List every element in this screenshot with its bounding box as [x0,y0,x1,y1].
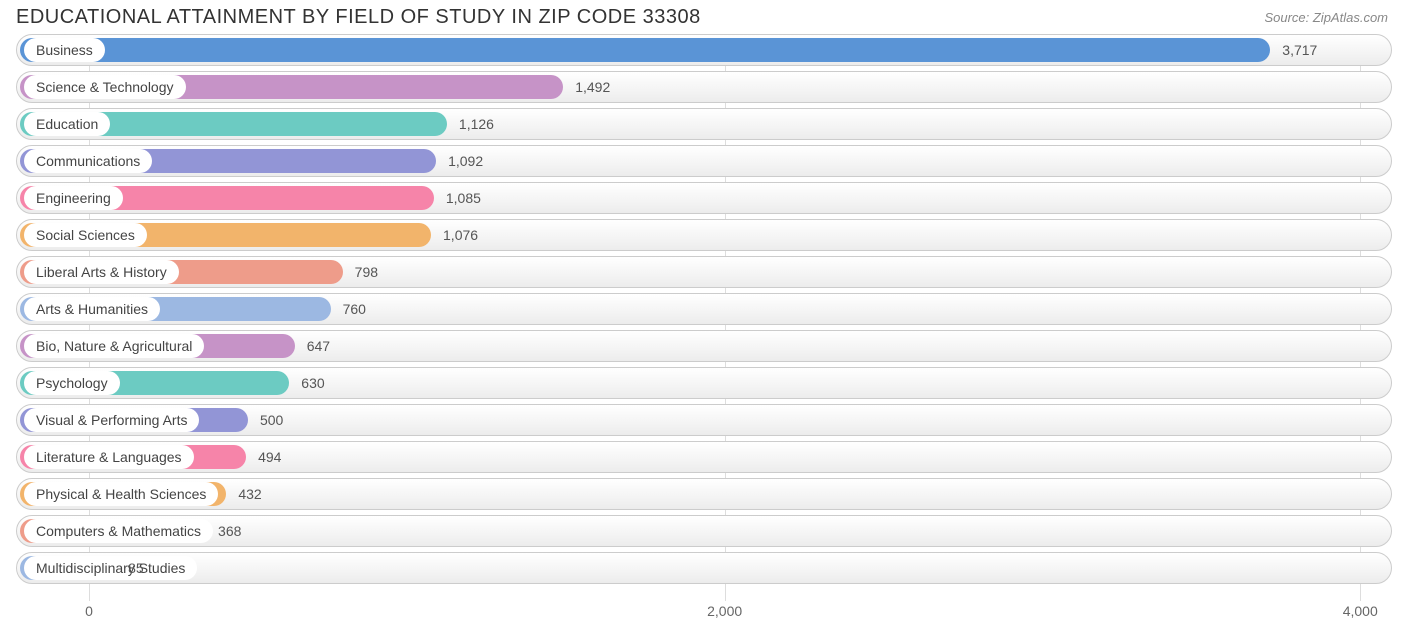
bar-row: Bio, Nature & Agricultural 647 [16,330,1392,362]
value-label: 368 [210,515,241,547]
x-tick-label: 2,000 [707,603,742,619]
value-label: 3,717 [1274,34,1317,66]
category-label: Physical & Health Sciences [24,482,218,506]
bar-row: Liberal Arts & History 798 [16,256,1392,288]
category-label: Arts & Humanities [24,297,160,321]
category-label: Liberal Arts & History [24,260,179,284]
value-label: 1,492 [567,71,610,103]
category-label: Computers & Mathematics [24,519,213,543]
value-label: 85 [120,552,144,584]
value-label: 432 [230,478,261,510]
bar-row: Education 1,126 [16,108,1392,140]
category-label: Social Sciences [24,223,147,247]
value-label: 500 [252,404,283,436]
value-label: 1,092 [440,145,483,177]
category-label: Visual & Performing Arts [24,408,199,432]
bar-row: Physical & Health Sciences 432 [16,478,1392,510]
x-axis: 0 2,000 4,000 [16,603,1392,623]
value-label: 760 [335,293,366,325]
category-label: Business [24,38,105,62]
value-label: 630 [293,367,324,399]
category-label: Literature & Languages [24,445,194,469]
value-label: 1,085 [438,182,481,214]
category-label: Bio, Nature & Agricultural [24,334,204,358]
bar-row: Psychology 630 [16,367,1392,399]
x-tick-label: 0 [85,603,93,619]
bar-row: Science & Technology 1,492 [16,71,1392,103]
chart-title: EDUCATIONAL ATTAINMENT BY FIELD OF STUDY… [16,6,701,29]
value-label: 494 [250,441,281,473]
category-label: Education [24,112,110,136]
category-label: Psychology [24,371,120,395]
chart-plot-area: Business 3,717 Science & Technology 1,492 Ed… [16,34,1392,597]
bar-row: Arts & Humanities 760 [16,293,1392,325]
bar-track [16,552,1392,584]
source-attribution: Source: ZipAtlas.com [1264,6,1388,25]
bar-row: Visual & Performing Arts 500 [16,404,1392,436]
bar-row: Engineering 1,085 [16,182,1392,214]
bar-row: Business 3,717 [16,34,1392,66]
category-label: Engineering [24,186,123,210]
bar-row: Literature & Languages 494 [16,441,1392,473]
chart-container: { "title": "EDUCATIONAL ATTAINMENT BY FI… [0,0,1406,631]
value-label: 1,076 [435,219,478,251]
value-label: 798 [347,256,378,288]
bar-fill [20,38,1270,62]
value-label: 1,126 [451,108,494,140]
category-label: Communications [24,149,152,173]
bar-row: Computers & Mathematics368 [16,515,1392,547]
bar-row: Communications 1,092 [16,145,1392,177]
value-label: 647 [299,330,330,362]
x-tick-label: 4,000 [1343,603,1378,619]
bar-row: Multidisciplinary Studies85 [16,552,1392,584]
category-label: Multidisciplinary Studies [24,556,197,580]
header: EDUCATIONAL ATTAINMENT BY FIELD OF STUDY… [0,0,1406,31]
category-label: Science & Technology [24,75,186,99]
bar-row: Social Sciences 1,076 [16,219,1392,251]
